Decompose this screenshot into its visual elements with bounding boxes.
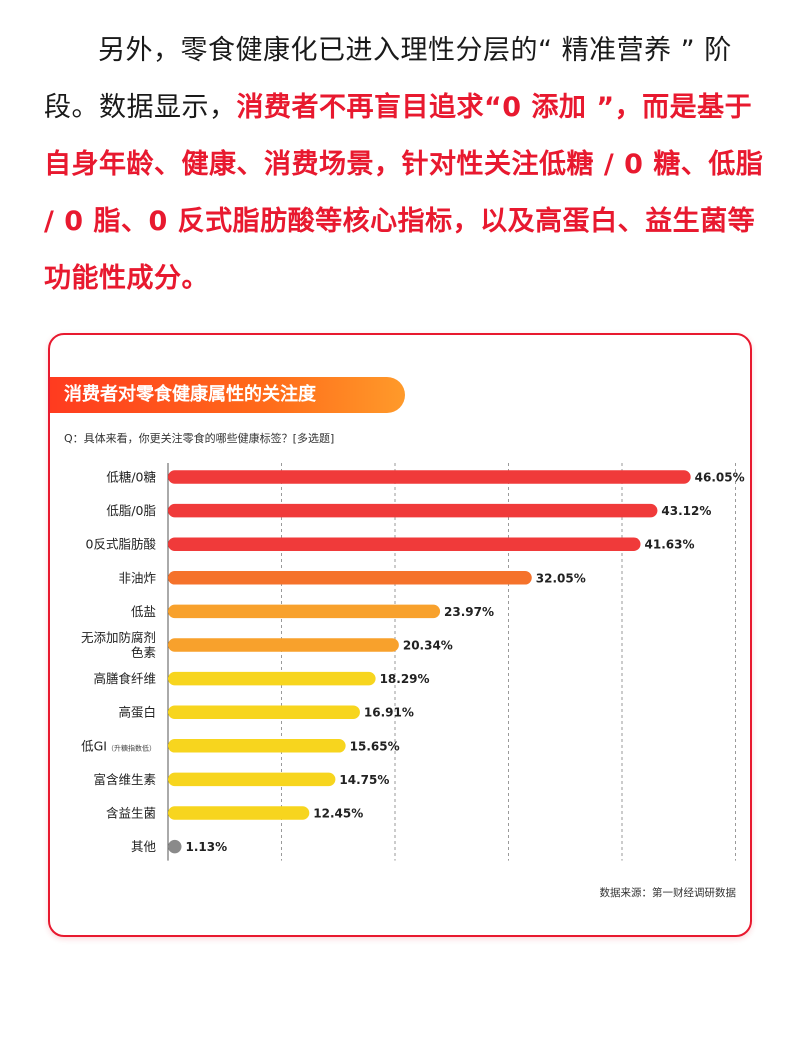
category-label: 富含维生素 bbox=[93, 772, 156, 787]
category-label: 非油炸 bbox=[118, 570, 156, 585]
bar bbox=[168, 604, 441, 619]
value-label: 14.75% bbox=[339, 773, 389, 787]
category-label: 低GI（升糖指数低） bbox=[81, 738, 156, 753]
value-label: 41.63% bbox=[645, 538, 695, 552]
bar bbox=[168, 772, 336, 787]
bar bbox=[168, 671, 376, 686]
category-label: 低脂/0脂 bbox=[106, 503, 156, 518]
value-label: 23.97% bbox=[444, 605, 494, 619]
category-label: 其他 bbox=[131, 839, 157, 854]
value-label: 12.45% bbox=[313, 807, 363, 821]
intro-paragraph: 另外，零食健康化已进入理性分层的“ 精准营养 ” 阶段。数据显示，消费者不再盲目… bbox=[44, 22, 764, 307]
chart-card: 消费者对零食健康属性的关注度 Q：具体来看，你更关注零食的哪些健康标签？[多选题… bbox=[48, 333, 752, 937]
bar bbox=[168, 739, 346, 753]
value-label: 20.34% bbox=[403, 639, 453, 653]
bar bbox=[168, 806, 310, 820]
category-label: 高蛋白 bbox=[118, 705, 156, 720]
value-label: 1.13% bbox=[186, 840, 228, 854]
bar bbox=[168, 503, 658, 518]
bar bbox=[168, 571, 532, 585]
intro-highlight: 消费者不再盲目追求“0 添加 ”，而是基于自身年龄、健康、消费场景，针对性关注低… bbox=[44, 92, 764, 294]
bar-chart: 低糖/0糖 46.05% 低脂/0脂 43.12% 0反式脂肪酸 41.63% 非油炸 32.… bbox=[81, 463, 745, 861]
value-label: 32.05% bbox=[536, 571, 586, 585]
data-source: 数据来源：第一财经调研数据 bbox=[599, 887, 737, 899]
category-label: 含益生菌 bbox=[106, 806, 156, 821]
bar bbox=[168, 537, 641, 551]
bar bbox=[168, 839, 182, 854]
bar bbox=[168, 638, 399, 652]
category-label: 0反式脂肪酸 bbox=[86, 537, 157, 552]
bar bbox=[168, 705, 360, 719]
category-label: 高膳食纤维 bbox=[93, 671, 156, 686]
value-label: 18.29% bbox=[380, 672, 430, 686]
chart-title: 消费者对零食健康属性的关注度 bbox=[50, 377, 405, 413]
category-label: 无添加防腐剂色素 bbox=[81, 630, 156, 660]
value-label: 46.05% bbox=[695, 471, 745, 485]
value-label: 43.12% bbox=[661, 504, 711, 518]
intro-text: 另外，零食健康化已进入理性分层的“ 精准营养 ” 阶段。数据显示， bbox=[44, 35, 732, 123]
category-label: 低糖/0糖 bbox=[106, 470, 156, 485]
category-label: 低盐 bbox=[131, 604, 156, 619]
bar bbox=[168, 470, 691, 484]
value-label: 15.65% bbox=[350, 739, 400, 753]
survey-question: Q：具体来看，你更关注零食的哪些健康标签？[多选题] bbox=[64, 432, 335, 445]
value-label: 16.91% bbox=[364, 706, 414, 720]
